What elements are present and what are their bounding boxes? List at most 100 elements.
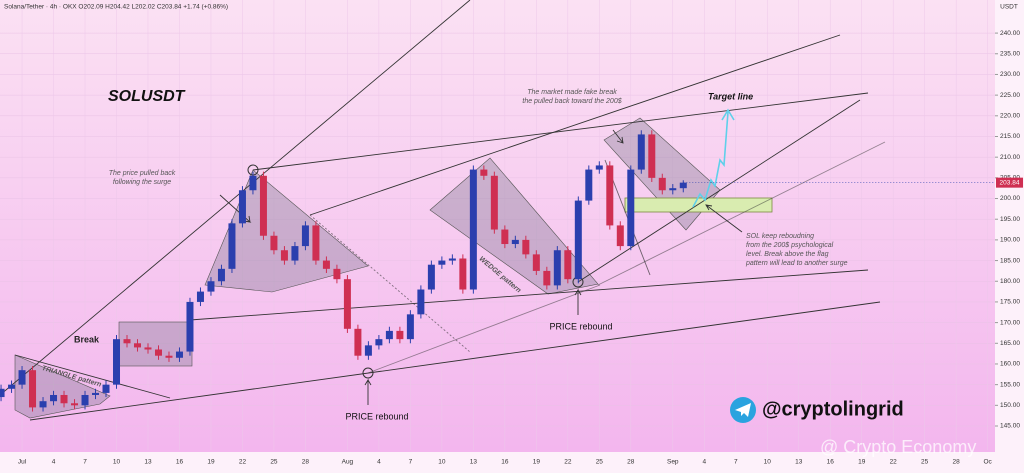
x-tick-label: 28 (953, 459, 961, 466)
trend-line (14, 354, 171, 399)
symbol-header: Solana/Tether · 4h · OKX O202.09 H204.42… (4, 4, 228, 11)
annotation: PRICE rebound (345, 411, 408, 421)
candle-body (175, 351, 183, 358)
candle-body (301, 225, 309, 247)
chart-title: SOLUSDT (108, 88, 186, 105)
y-tick-label: 155.00 (1000, 381, 1020, 388)
x-tick-label: 19 (207, 459, 215, 466)
candle-body (448, 258, 456, 261)
x-tick-label: 4 (702, 459, 706, 466)
y-tick-label: 150.00 (1000, 402, 1020, 409)
candle-body (123, 339, 131, 344)
candle-body (228, 223, 236, 269)
candle-body (207, 281, 215, 292)
annotation: SOL keep reboudning (746, 233, 814, 240)
arrow (612, 129, 624, 144)
y-tick-label: 215.00 (1000, 133, 1020, 140)
x-tick-label: 16 (827, 459, 835, 466)
candle-body (522, 239, 530, 255)
annotation: Break (74, 334, 100, 344)
candle-body (469, 169, 477, 290)
last-price-label: 203.84 (1000, 179, 1020, 186)
candle-body (532, 254, 540, 271)
x-tick-label: 22 (564, 459, 572, 466)
candle-body (71, 403, 79, 406)
candle-body (249, 175, 257, 191)
price-axis (995, 0, 1024, 473)
target-line (252, 92, 869, 171)
trend-line (29, 301, 881, 421)
candle-body (322, 260, 330, 269)
candle-body (564, 250, 572, 280)
candle-body (427, 264, 435, 290)
x-tick-label: 7 (83, 459, 87, 466)
annotation: Target line (708, 91, 753, 101)
x-tick-label: 25 (270, 459, 278, 466)
y-tick-label: 220.00 (1000, 113, 1020, 120)
y-tick-label: 235.00 (1000, 50, 1020, 57)
dotted-line (309, 214, 471, 353)
candle-body (291, 246, 299, 261)
candle-body (113, 339, 121, 385)
y-tick-label: 230.00 (1000, 71, 1020, 78)
candle-body (438, 260, 446, 265)
y-tick-label: 225.00 (1000, 92, 1020, 99)
x-tick-label: 28 (302, 459, 310, 466)
annotation: following the surge (113, 179, 171, 186)
candle-body (375, 339, 383, 346)
candle-body (270, 235, 278, 251)
candle-body (669, 188, 677, 191)
telegram-plane (735, 403, 751, 417)
x-tick-label: 7 (409, 459, 413, 466)
projection-head (721, 108, 735, 121)
annotation: from the 200$ psychological (746, 242, 834, 249)
y-tick-label: 200.00 (1000, 195, 1020, 202)
candle-body (50, 394, 58, 402)
y-tick-label: 195.00 (1000, 216, 1020, 223)
arrow (364, 378, 372, 405)
x-tick-label: 25 (596, 459, 604, 466)
trend-line (367, 284, 601, 374)
x-tick-label: 7 (734, 459, 738, 466)
axis-unit: USDT (1000, 4, 1018, 11)
annotation: the pulled back toward the 200$ (522, 98, 621, 105)
candle-body (585, 169, 593, 201)
annotation: The price pulled back (109, 170, 176, 177)
y-tick-label: 240.00 (1000, 30, 1020, 37)
arrow (574, 288, 582, 315)
y-tick-label: 185.00 (1000, 257, 1020, 264)
candle-body (39, 401, 47, 408)
box-shade (118, 321, 193, 367)
candle-body (417, 289, 425, 315)
trend-line (0, 0, 471, 396)
trend-line (577, 99, 861, 283)
candle-body (102, 384, 110, 393)
x-tick-label: 10 (113, 459, 121, 466)
arrow (705, 204, 743, 233)
x-tick-label: Jul (18, 459, 27, 466)
candle-body (606, 165, 614, 226)
x-tick-label: 4 (377, 459, 381, 466)
candle-body (406, 314, 414, 340)
candle-body (396, 330, 404, 340)
candle-body (92, 392, 100, 395)
annotation: pattern will lead to another surge (745, 260, 848, 267)
x-tick-label: 19 (858, 459, 866, 466)
candle-body (679, 182, 687, 189)
pivot-circle (362, 367, 374, 379)
candle-body (343, 279, 351, 329)
candle-body (637, 134, 645, 170)
x-tick-label: Aug (342, 459, 354, 466)
candle-body (501, 229, 509, 245)
x-tick-label: 22 (890, 459, 898, 466)
handle: @cryptolingrid (762, 398, 904, 420)
candle-body (553, 250, 561, 286)
candle-body (133, 343, 141, 348)
candle-body (280, 250, 288, 261)
candle-body (238, 190, 246, 224)
trend-line (597, 141, 886, 286)
candle-body (574, 200, 582, 280)
y-tick-label: 180.00 (1000, 278, 1020, 285)
watermark: @ Crypto Economy (820, 437, 976, 457)
candle-body (312, 225, 320, 261)
